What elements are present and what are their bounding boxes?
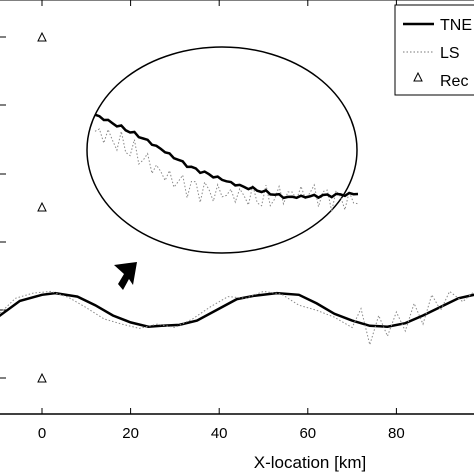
legend-label-tne: TNE — [440, 17, 472, 34]
x-axis-tick-labels: 0 20 40 60 80 — [38, 425, 405, 442]
zoom-series-line-tne — [94, 113, 359, 200]
x-axis-label: X-location [km] — [254, 453, 366, 472]
receiver-marker-2 — [37, 372, 47, 383]
zoom-inset — [86, 46, 359, 254]
receiver-marker-1 — [37, 201, 47, 212]
zoom-series-line-ls — [94, 128, 359, 212]
series-line-tne — [0, 291, 474, 328]
y-axis-ticks — [0, 36, 6, 379]
zoom-series-layer — [94, 113, 359, 212]
x-tick-label-3: 60 — [299, 425, 316, 442]
x-tick-label-4: 80 — [388, 425, 405, 442]
legend-item-tne: TNE — [403, 17, 472, 34]
legend-label-rec: Rec — [440, 73, 468, 90]
x-tick-label-0: 0 — [38, 425, 46, 442]
legend-label-ls: LS — [440, 45, 460, 62]
receiver-marker-0 — [37, 31, 47, 42]
main-series-layer — [0, 290, 474, 347]
receiver-markers — [37, 31, 47, 383]
legend-item-rec: Rec — [413, 71, 468, 90]
zoom-ellipse — [86, 46, 358, 254]
x-tick-label-2: 40 — [211, 425, 228, 442]
x-tick-label-1: 20 — [122, 425, 139, 442]
arrow-icon — [114, 262, 137, 290]
legend-item-ls: LS — [403, 45, 460, 62]
legend: TNE LS Rec — [394, 4, 474, 96]
plot-frame — [0, 0, 474, 415]
x-axis-ticks — [41, 0, 397, 414]
